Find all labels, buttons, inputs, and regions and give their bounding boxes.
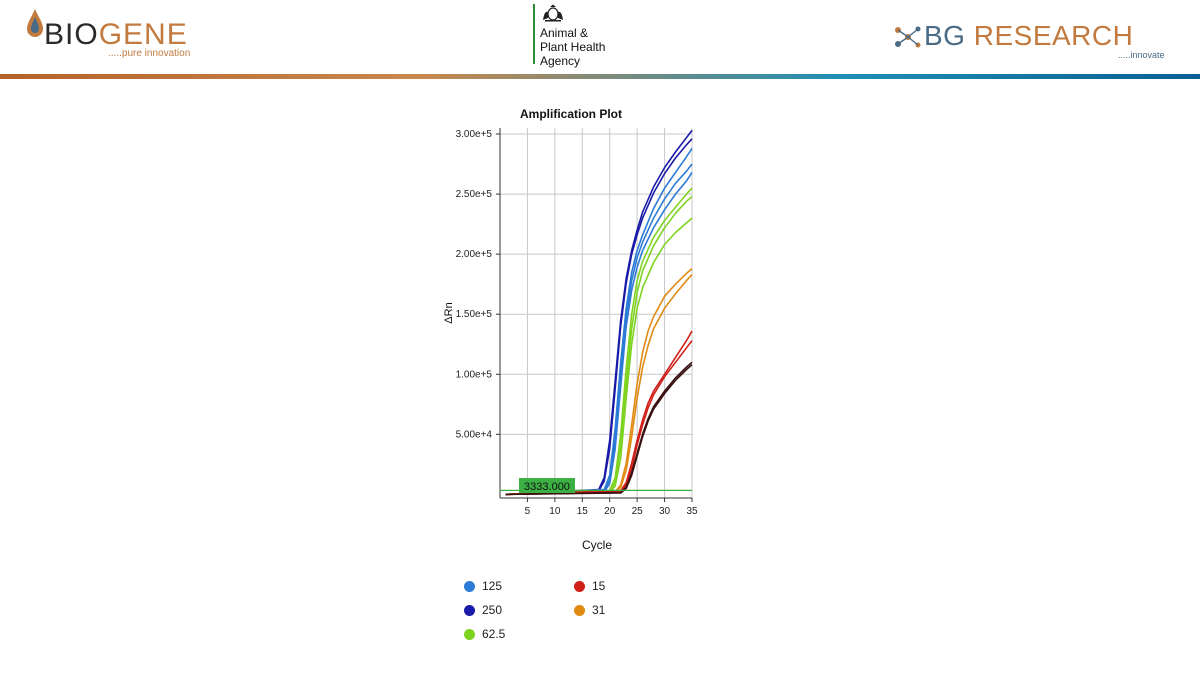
chart-title: Amplification Plot — [520, 107, 622, 121]
bg-research-wordmark: BG RESEARCH — [924, 20, 1133, 52]
apha-line-2: Plant Health — [540, 40, 606, 54]
legend-label: 250 — [482, 603, 503, 617]
threshold-label-box — [519, 478, 575, 493]
x-tick-label: 10 — [549, 506, 561, 517]
x-tick-label: 35 — [686, 506, 698, 517]
x-tick-label: 5 — [525, 506, 531, 517]
x-tick-label: 15 — [577, 506, 589, 517]
y-tick-label: 2.00e+5 — [456, 249, 493, 260]
bg-research-brand-research: RESEARCH — [965, 20, 1134, 51]
legend-swatch — [464, 581, 475, 592]
amplification-curve — [505, 129, 693, 496]
apha-green-bar — [533, 4, 535, 64]
apha-line-1: Animal & — [540, 26, 589, 40]
bg-research-tagline: .....innovate — [1118, 50, 1165, 60]
legend-swatch — [464, 605, 475, 616]
biogene-brand-gene: GENE — [98, 18, 188, 51]
amplification-curve — [505, 171, 693, 496]
circuit-node-icon — [895, 26, 921, 48]
x-tick-label: 25 — [632, 506, 644, 517]
legend-swatch — [464, 629, 475, 640]
apha-name: Animal & Plant Health Agency — [540, 26, 660, 68]
y-axis-label: ΔRn — [443, 302, 455, 323]
biogene-wordmark: BIOGENE — [44, 18, 188, 52]
legend-label: 31 — [592, 603, 606, 617]
x-tick-label: 20 — [604, 506, 616, 517]
biogene-brand-bio: BIO — [44, 18, 99, 51]
apha-line-3: Agency — [540, 54, 581, 68]
amplification-curve — [505, 274, 693, 496]
threshold-label: 3333.000 — [524, 481, 570, 493]
y-tick-label: 2.50e+5 — [456, 189, 493, 200]
y-tick-label: 1.50e+5 — [456, 309, 493, 320]
y-tick-label: 3.00e+5 — [456, 129, 493, 140]
amplification-curve — [505, 138, 693, 496]
legend-label: 15 — [592, 579, 606, 593]
header-gradient-rule — [0, 74, 1200, 79]
legend-swatch — [574, 581, 585, 592]
plot-area — [500, 128, 692, 498]
legend-swatch — [574, 605, 585, 616]
amplification-curve — [505, 217, 693, 496]
y-tick-label: 1.00e+5 — [456, 369, 493, 380]
amplification-curve — [505, 340, 693, 496]
x-tick-label: 30 — [659, 506, 671, 517]
bg-research-brand-bg: BG — [924, 20, 966, 51]
legend-label: 62.5 — [482, 627, 506, 641]
royal-crest-icon — [543, 4, 563, 22]
amplification-curve — [505, 364, 693, 496]
biogene-tagline: .....pure innovation — [108, 48, 191, 59]
amplification-curve — [505, 330, 693, 496]
droplet-icon — [27, 9, 43, 37]
legend-label: 125 — [482, 579, 503, 593]
y-tick-label: 5.00e+4 — [456, 429, 493, 440]
header: BIOGENE .....pure innovation Animal & Pl… — [0, 0, 1200, 80]
x-axis-label: Cycle — [582, 538, 612, 552]
